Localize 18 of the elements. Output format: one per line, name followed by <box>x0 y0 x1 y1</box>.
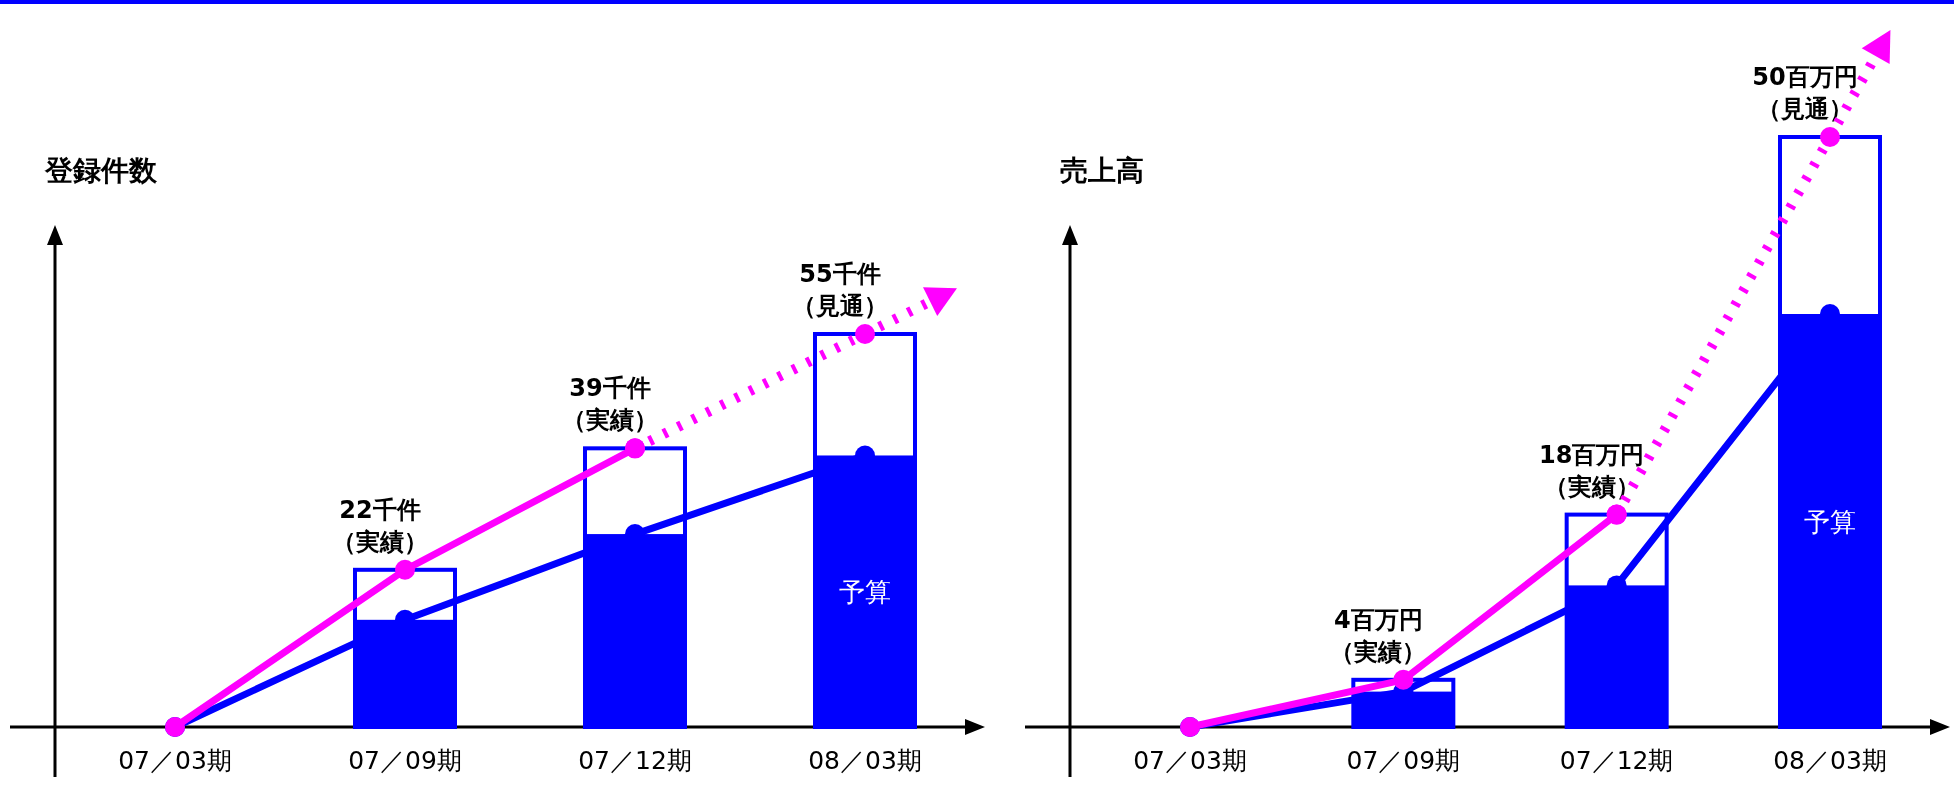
data-label: 50百万円（見通） <box>1752 63 1858 123</box>
x-tick-label: 07／03期 <box>118 746 232 775</box>
data-label: 18百万円（実績） <box>1538 440 1645 501</box>
x-tick-label: 07／03期 <box>1133 746 1247 775</box>
y-axis-title: 登録件数 <box>44 154 158 187</box>
data-label: 39千件（実績） <box>562 374 658 435</box>
x-tick-label: 07／09期 <box>348 746 462 775</box>
x-tick-label: 07／12期 <box>1559 746 1674 775</box>
x-tick-label: 08／03期 <box>808 746 922 775</box>
x-tick-label: 07／09期 <box>1346 746 1461 775</box>
data-label: 4百万円（実績） <box>1330 605 1427 666</box>
x-tick-label: 07／12期 <box>578 746 692 775</box>
x-tick-label: 08／03期 <box>1773 746 1887 775</box>
series-label: 予算 <box>1804 506 1856 537</box>
series-label: 予算 <box>839 577 891 608</box>
data-label: 55千件（見通） <box>792 260 888 320</box>
y-axis-title: 売上高 <box>1060 154 1144 187</box>
data-label: 22千件（実績） <box>332 495 428 556</box>
